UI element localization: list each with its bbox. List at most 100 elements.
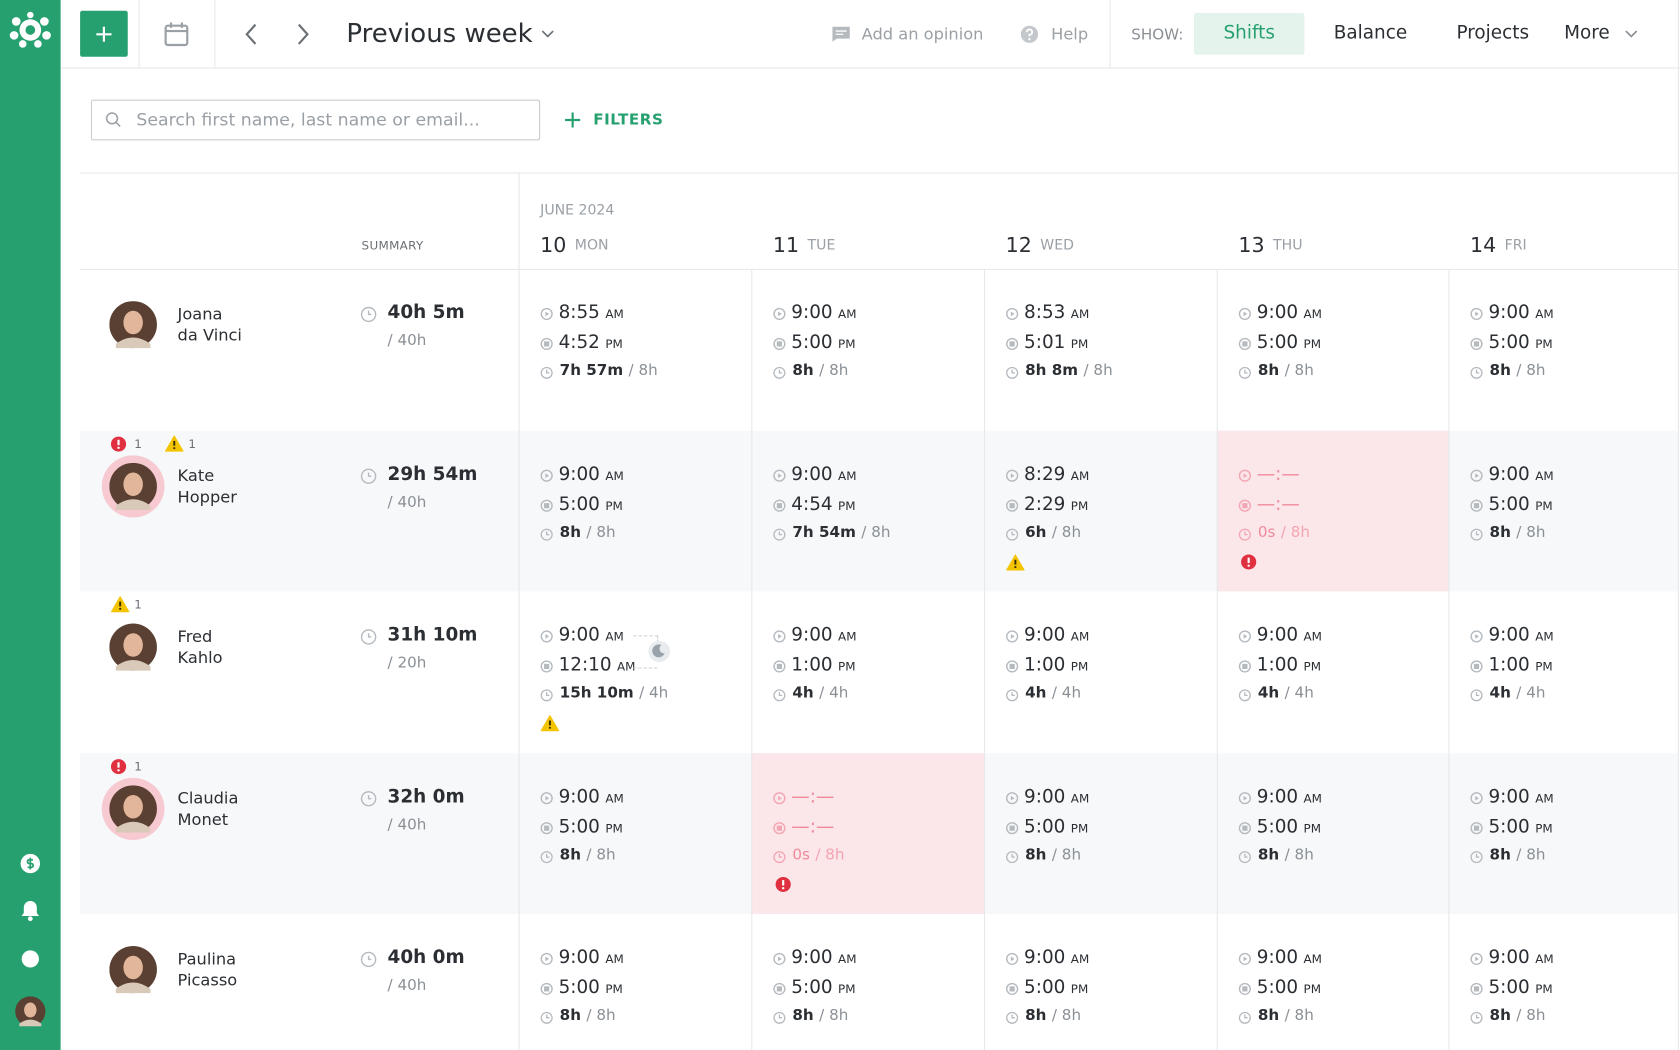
duration-icon xyxy=(1238,850,1251,863)
top-bar-border xyxy=(60,67,1680,69)
end-icon xyxy=(540,821,553,834)
end-icon xyxy=(1470,337,1483,350)
start-time: 9:00 AM xyxy=(1488,786,1553,807)
duration: 0s/ 8h xyxy=(792,846,844,863)
end-value: 2:29 xyxy=(1024,493,1066,515)
end-time: 5:01 PM xyxy=(1024,332,1088,353)
start-time: —:— xyxy=(791,786,834,807)
end-icon xyxy=(1006,337,1019,350)
view-tab[interactable]: Shifts xyxy=(1223,22,1275,44)
start-time: 8:55 AM xyxy=(559,302,624,323)
end-icon xyxy=(1470,499,1483,512)
duration-icon xyxy=(540,850,553,863)
end-period: PM xyxy=(1535,982,1553,997)
start-period: AM xyxy=(1303,307,1322,322)
duration-value: 15h 10m xyxy=(559,684,634,702)
duration-target: / 8h xyxy=(1516,523,1546,541)
employee-last-name[interactable]: Picasso xyxy=(177,970,238,990)
help-link[interactable]: Help xyxy=(1051,24,1089,44)
duration-icon xyxy=(1470,689,1483,702)
employee-last-name[interactable]: Hopper xyxy=(177,486,237,507)
start-period: AM xyxy=(1070,468,1090,483)
end-time: 5:00 PM xyxy=(1257,332,1321,353)
duration-target: / 8h xyxy=(586,1007,616,1025)
day-name: TUE xyxy=(807,237,836,254)
end-value: 5:00 xyxy=(558,493,600,515)
employee-first-name[interactable]: Fred xyxy=(177,626,213,647)
start-icon xyxy=(1006,307,1019,320)
end-icon xyxy=(540,499,553,512)
summary-target: / 20h xyxy=(387,654,427,672)
start-time: 9:00 AM xyxy=(1257,302,1322,323)
duration-value: 8h xyxy=(1489,523,1511,541)
end-icon xyxy=(540,982,553,995)
start-period: AM xyxy=(605,468,624,483)
start-period: AM xyxy=(1303,791,1322,806)
duration-icon xyxy=(540,366,553,379)
start-value: 9:00 xyxy=(1488,624,1530,647)
start-period: AM xyxy=(1535,468,1554,483)
view-tab[interactable]: More xyxy=(1564,22,1610,44)
end-time: 4:54 PM xyxy=(791,493,855,514)
header-bottom-line xyxy=(80,268,1678,270)
end-time: 1:00 PM xyxy=(1024,655,1088,676)
duration-value: 8h xyxy=(1025,845,1047,864)
end-time: 5:00 PM xyxy=(1488,816,1552,837)
end-value: 1:00 xyxy=(791,654,833,677)
duration-value: 4h xyxy=(792,684,814,702)
end-period: PM xyxy=(1070,982,1089,997)
duration: 0s/ 8h xyxy=(1258,523,1310,540)
view-tab[interactable]: Projects xyxy=(1456,22,1530,44)
summary-total: 32h 0m xyxy=(387,785,465,808)
duration-target: / 8h xyxy=(628,362,658,380)
warning-count: 1 xyxy=(188,436,196,451)
employee-first-name[interactable]: Claudia xyxy=(177,788,239,808)
duration-value: 8h xyxy=(1025,1007,1047,1025)
day-name: WED xyxy=(1040,237,1074,254)
duration: 4h / 4h xyxy=(792,685,848,702)
start-period: AM xyxy=(838,629,857,644)
error-alert xyxy=(775,876,791,892)
employee-first-name[interactable]: Paulina xyxy=(177,949,237,969)
summary-target: / 40h xyxy=(387,332,427,350)
help-icon xyxy=(1020,25,1039,44)
tab-active-bg xyxy=(1193,12,1305,55)
end-period: AM xyxy=(617,659,636,674)
end-time: —:— xyxy=(1257,493,1300,514)
start-icon xyxy=(773,952,786,965)
end-value: 5:00 xyxy=(1256,977,1299,999)
start-period: AM xyxy=(1070,791,1090,806)
start-period: AM xyxy=(1535,791,1554,806)
employee-last-name[interactable]: da Vinci xyxy=(177,325,242,345)
period-title[interactable]: Previous week xyxy=(346,18,533,49)
duration-target: / 8h xyxy=(1083,362,1113,380)
duration-value: 4h xyxy=(1025,684,1047,702)
employee-last-name[interactable]: Monet xyxy=(177,809,229,829)
search-box[interactable] xyxy=(90,99,541,141)
overnight-line xyxy=(633,667,658,669)
duration-target: / 8h xyxy=(819,1007,849,1025)
start-value: 9:00 xyxy=(1024,785,1066,808)
end-period: PM xyxy=(1070,337,1089,352)
employee-last-name[interactable]: Kahlo xyxy=(177,648,223,668)
end-time: 5:00 PM xyxy=(559,816,623,837)
end-time: 5:00 PM xyxy=(1488,977,1552,998)
month-label: JUNE 2024 xyxy=(540,202,615,219)
start-time: 9:00 AM xyxy=(559,947,624,968)
start-value: 8:53 xyxy=(1024,302,1066,324)
employee-first-name[interactable]: Kate xyxy=(177,465,215,485)
duration-icon xyxy=(1238,366,1251,379)
duration: 8h / 8h xyxy=(792,362,848,379)
opinion-icon xyxy=(831,26,850,43)
add-opinion[interactable]: Add an opinion xyxy=(861,24,984,44)
start-time: 9:00 AM xyxy=(1257,786,1322,807)
end-time: 5:00 PM xyxy=(791,332,855,353)
start-value: 9:00 xyxy=(1024,947,1066,969)
filters-button[interactable]: FILTERS xyxy=(593,111,664,129)
right-border xyxy=(1677,0,1679,1050)
start-period: AM xyxy=(1535,952,1554,967)
day-name: FRI xyxy=(1504,237,1527,254)
view-tab[interactable]: Balance xyxy=(1333,22,1408,44)
end-period: PM xyxy=(605,498,623,513)
employee-first-name[interactable]: Joana xyxy=(177,304,223,324)
